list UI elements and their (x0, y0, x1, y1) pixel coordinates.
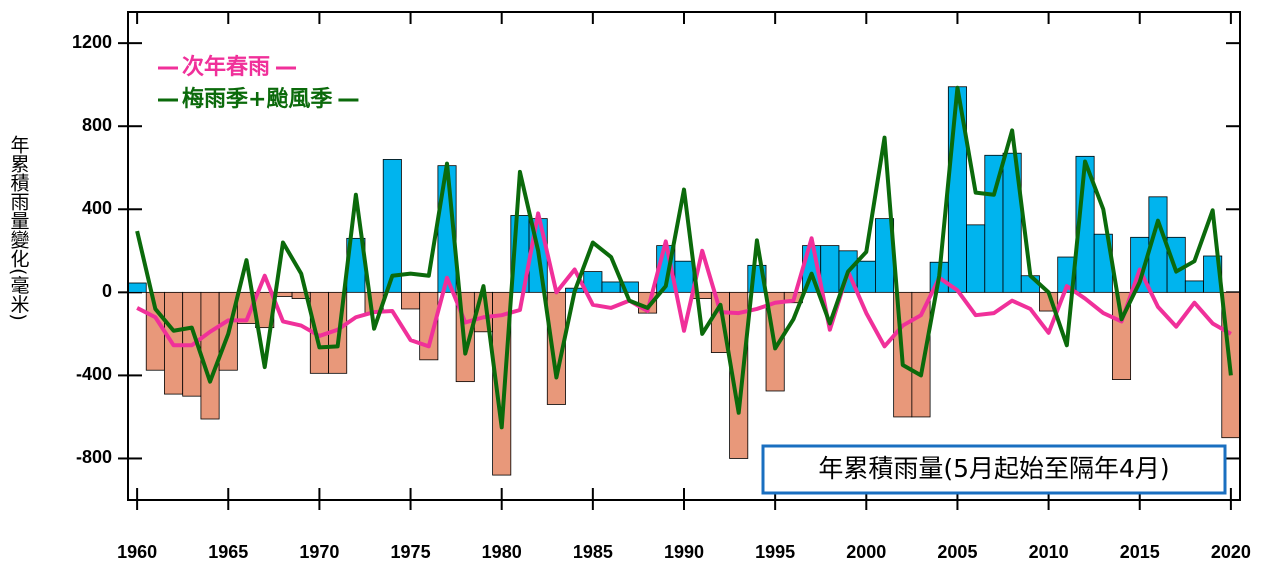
legend-label: 梅雨季+颱風季 (182, 86, 332, 112)
bar (911, 291, 931, 418)
x-tick-label: 1985 (573, 542, 613, 562)
x-tick-label: 2020 (1211, 542, 1251, 562)
y-tick-label: -800 (76, 447, 112, 467)
bar (1002, 152, 1022, 293)
y-tick-label: -400 (76, 364, 112, 384)
bar (200, 291, 220, 420)
bar (1166, 236, 1186, 293)
y-tick-label: 400 (82, 198, 112, 218)
bar (619, 281, 639, 293)
x-tick-label: 1965 (208, 542, 248, 562)
bar (601, 281, 621, 293)
bar (382, 159, 402, 293)
y-tick-label: 1200 (72, 32, 112, 52)
x-tick-label: 1995 (755, 542, 795, 562)
legend-label: 次年春雨 (182, 54, 270, 80)
x-tick-label: 2005 (937, 542, 977, 562)
x-tick-label: 1980 (482, 542, 522, 562)
bar (127, 282, 147, 293)
legend-box (761, 444, 1227, 495)
x-tick-label: 2000 (846, 542, 886, 562)
x-tick-label: 1975 (391, 542, 431, 562)
bar (966, 224, 986, 293)
bar (729, 291, 749, 459)
x-tick-label: 1990 (664, 542, 704, 562)
x-tick-label: 2010 (1029, 542, 1069, 562)
bar (674, 260, 694, 293)
legend-label: 年累積雨量(5月起始至隔年4月) (818, 454, 1169, 483)
x-tick-label: 1960 (117, 542, 157, 562)
bar (856, 260, 876, 293)
bar (401, 291, 421, 310)
y-axis-label: 年累積雨量變化(毫米) (8, 135, 30, 321)
line (136, 211, 1232, 349)
plot-frame (127, 11, 1241, 501)
x-tick-label: 1970 (299, 542, 339, 562)
line (135, 85, 1233, 430)
bar (820, 245, 840, 293)
bar (1184, 280, 1204, 293)
x-tick-label: 2015 (1120, 542, 1160, 562)
y-tick-label: 0 (102, 281, 112, 301)
y-tick-label: 800 (82, 115, 112, 135)
